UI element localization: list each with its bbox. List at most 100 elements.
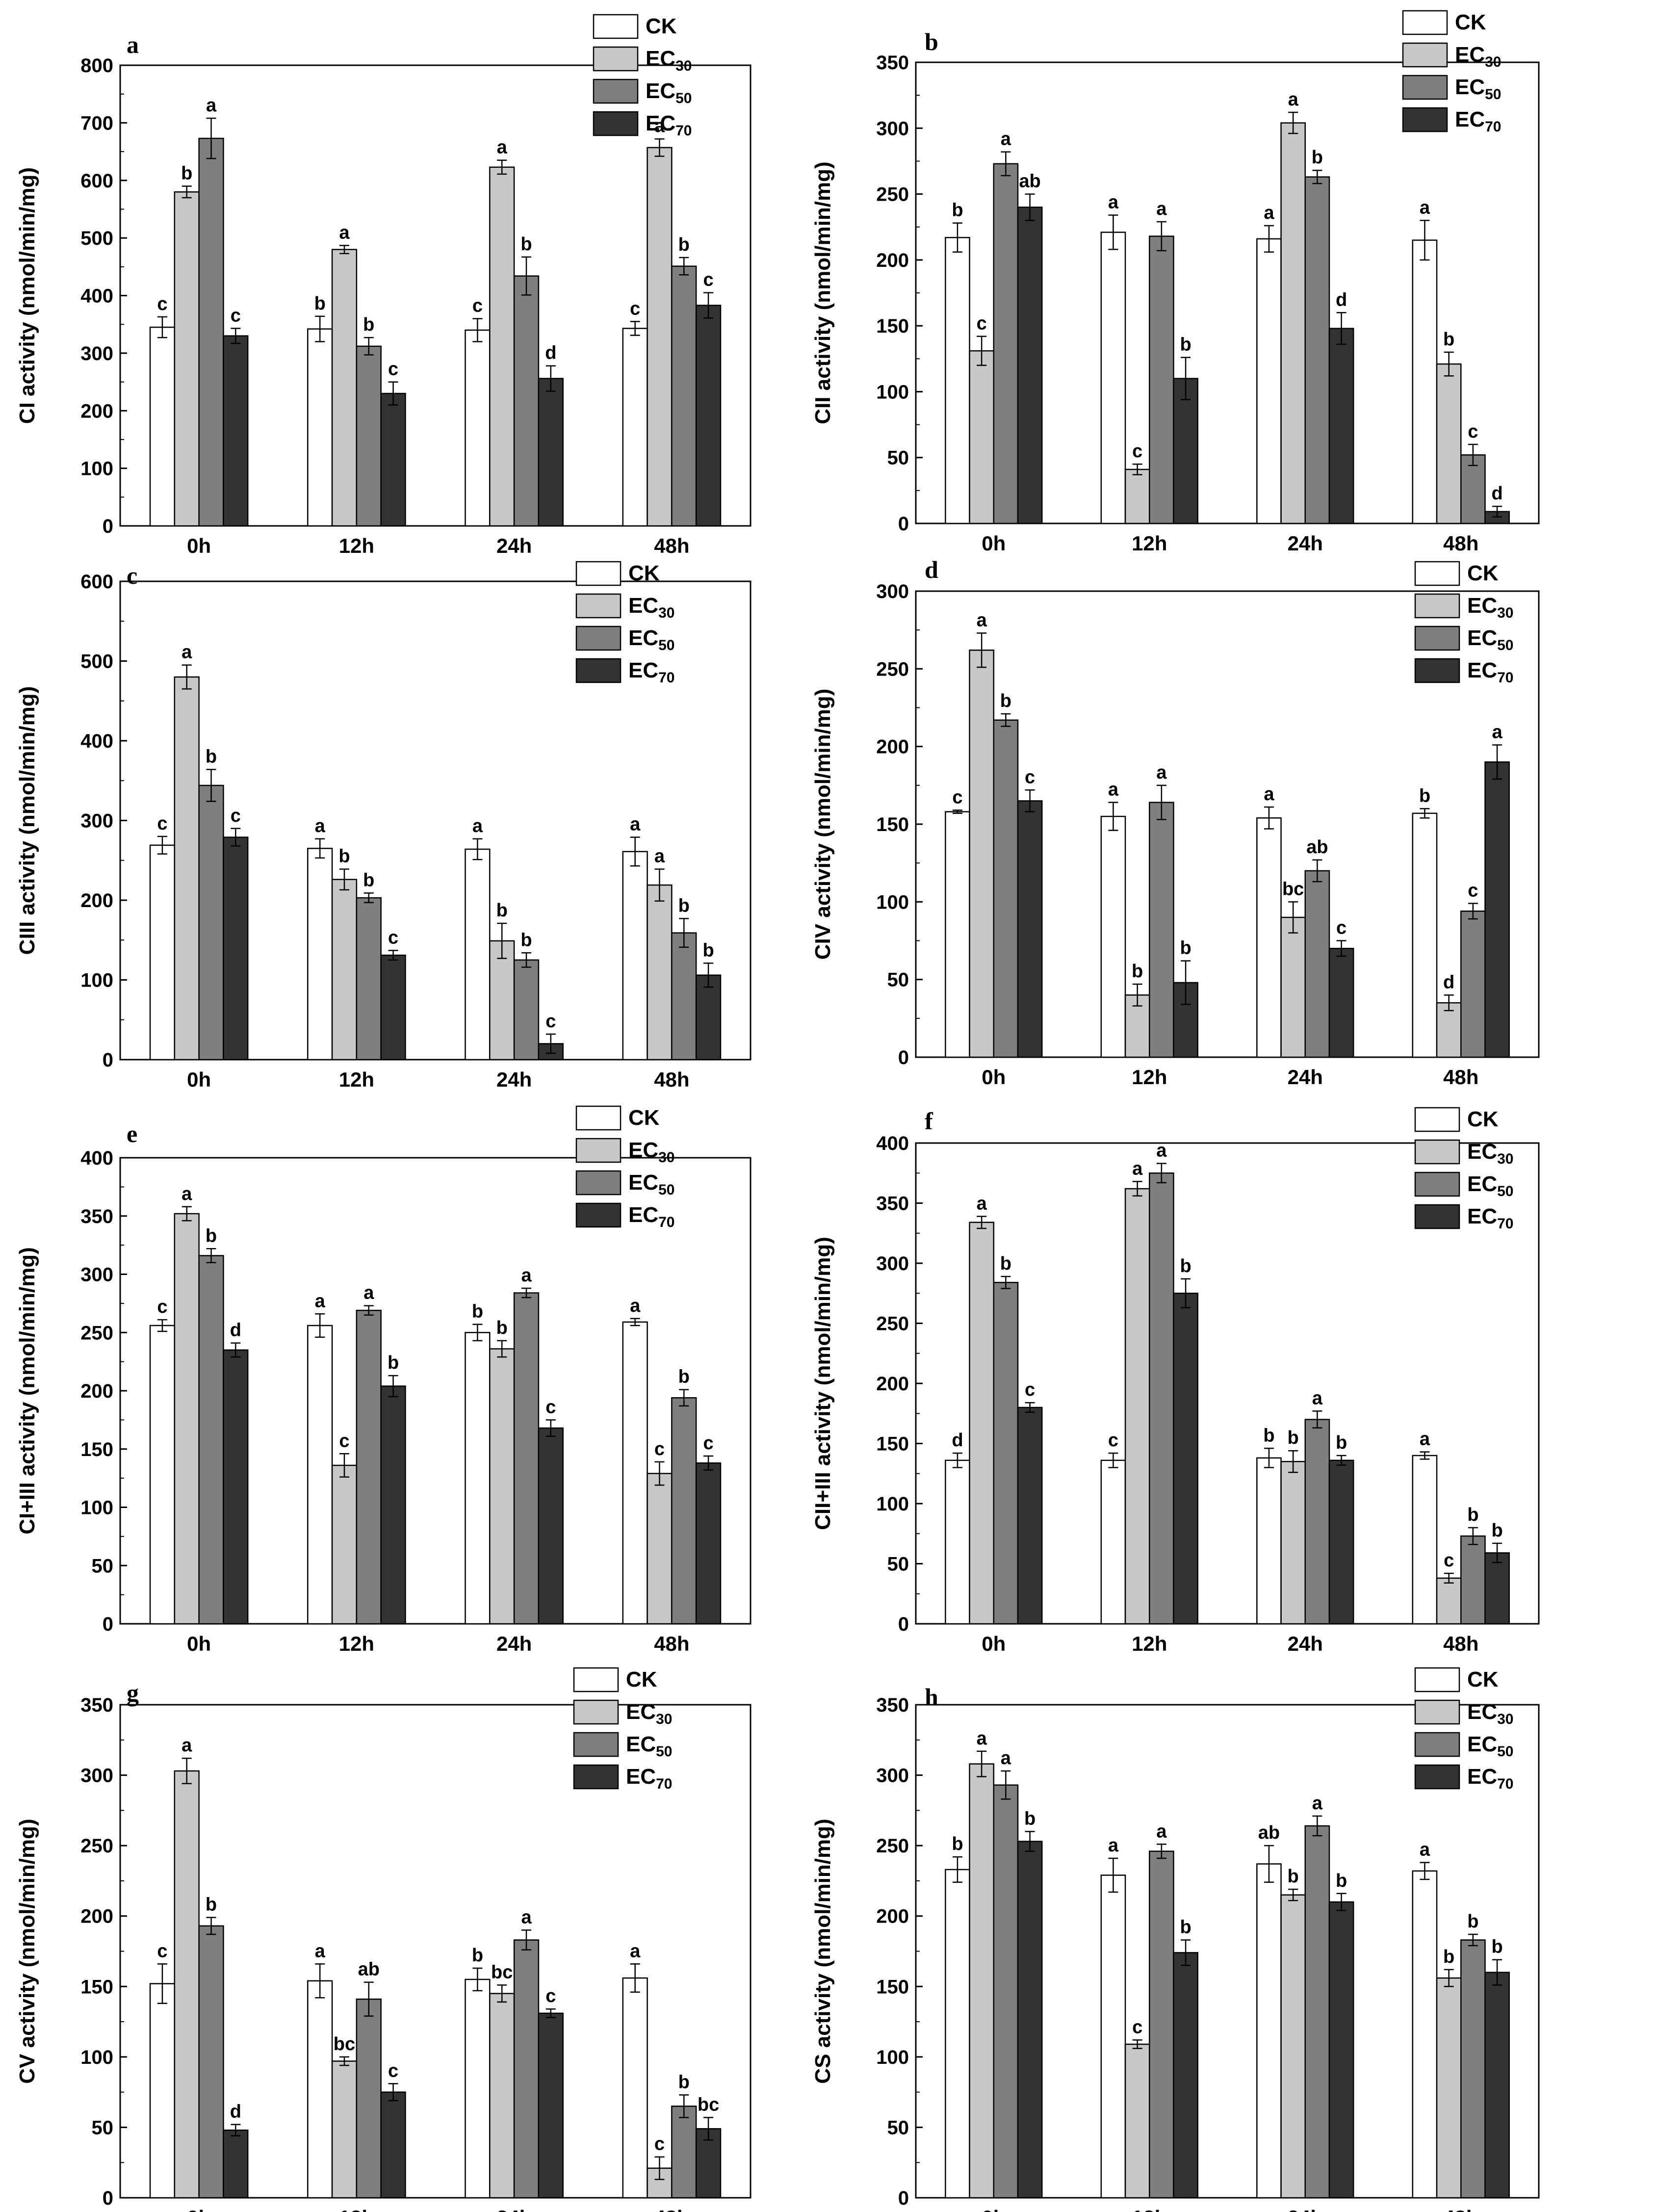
- bar-EC70-48h: [695, 974, 722, 1061]
- legend-swatch-EC70: [1402, 107, 1448, 132]
- y-tick-label: 100: [80, 458, 113, 480]
- significance-letter: b: [1419, 785, 1430, 806]
- significance-letter: b: [1467, 1505, 1478, 1525]
- legend-label-EC70: EC70: [628, 1203, 675, 1230]
- x-tick-label: 0h: [982, 532, 1006, 555]
- significance-letter: d: [1491, 483, 1503, 504]
- y-tick-label: 200: [876, 250, 909, 271]
- bar-CK-48h: [1412, 1870, 1438, 2199]
- bar-CK-24h: [465, 848, 491, 1061]
- y-tick-label: 400: [80, 1147, 113, 1169]
- panel-letter: a: [127, 31, 139, 58]
- bar-EC50-0h: [198, 137, 224, 527]
- legend-swatch-EC30: [1414, 1139, 1460, 1165]
- significance-letter: c: [1025, 767, 1035, 787]
- y-tick-label: 500: [80, 228, 113, 249]
- legend: CK EC30 EC50 EC70: [1414, 561, 1514, 686]
- bar-EC50-12h: [356, 897, 382, 1061]
- bar-CK-12h: [1100, 815, 1126, 1058]
- significance-letter: c: [1132, 441, 1142, 462]
- bar-EC70-12h: [380, 392, 406, 527]
- significance-letter: a: [472, 816, 483, 836]
- bar-EC30-0h: [174, 191, 200, 527]
- bar-EC50-24h: [1304, 176, 1330, 524]
- bar-EC30-48h: [1436, 1002, 1462, 1058]
- significance-letter: c: [703, 270, 713, 290]
- x-tick-label: 24h: [496, 2206, 532, 2212]
- significance-letter: c: [545, 1986, 556, 2006]
- x-tick-label: 24h: [1288, 1066, 1323, 1089]
- legend-label-CK: CK: [1467, 561, 1499, 585]
- x-tick-label: 0h: [187, 2206, 211, 2212]
- legend-swatch-CK: [1414, 1107, 1460, 1132]
- bar-EC50-12h: [356, 1998, 382, 2199]
- legend-swatch-EC30: [1402, 42, 1448, 68]
- y-tick-label: 250: [80, 1835, 113, 1857]
- legend-swatch-EC50: [575, 1170, 622, 1196]
- significance-letter: a: [1492, 722, 1503, 743]
- legend-label-EC50: EC50: [1467, 626, 1514, 653]
- bar-EC50-24h: [513, 275, 540, 527]
- significance-letter: ab: [1019, 171, 1040, 192]
- bar-EC70-48h: [1484, 761, 1510, 1058]
- y-tick-label: 300: [80, 343, 113, 364]
- legend-swatch-CK: [573, 1667, 619, 1692]
- significance-letter: b: [472, 1301, 483, 1322]
- y-tick-label: 100: [876, 381, 909, 403]
- significance-letter: bc: [698, 2094, 719, 2115]
- significance-letter: a: [1108, 192, 1119, 213]
- bar-EC30-0h: [174, 1213, 200, 1625]
- bar-CK-0h: [945, 811, 970, 1058]
- bar-CK-12h: [1100, 232, 1126, 524]
- significance-letter: b: [206, 1895, 217, 1915]
- bar-EC30-48h: [647, 1473, 673, 1625]
- bar-EC30-48h: [1436, 1577, 1462, 1625]
- significance-letter: b: [678, 1367, 690, 1387]
- panel-letter: c: [127, 562, 137, 589]
- legend-label-EC30: EC30: [628, 1138, 675, 1166]
- bar-EC70-0h: [1017, 1406, 1043, 1625]
- x-tick-label: 24h: [1288, 2206, 1323, 2212]
- legend: CK EC30 EC50 EC70: [1414, 1667, 1514, 1792]
- bar-EC50-12h: [1149, 1850, 1174, 2199]
- legend-label-EC70: EC70: [1455, 107, 1502, 135]
- x-tick-label: 24h: [496, 1068, 532, 1091]
- bar-EC30-48h: [1436, 1977, 1462, 2199]
- x-tick-label: 12h: [339, 2206, 374, 2212]
- bar-EC70-24h: [538, 378, 564, 527]
- bar-EC30-0h: [969, 1763, 994, 2199]
- y-tick-label: 700: [80, 112, 113, 134]
- bar-EC70-12h: [380, 954, 406, 1061]
- y-tick-label: 50: [887, 447, 909, 469]
- legend-swatch-EC50: [1414, 1732, 1460, 1757]
- legend-swatch-CK: [575, 561, 622, 586]
- y-tick-label: 50: [92, 1555, 114, 1577]
- legend-swatch-EC30: [573, 1699, 619, 1725]
- legend-label-EC70: EC70: [626, 1765, 673, 1792]
- y-tick-label: 400: [876, 1133, 909, 1154]
- chart-panel-b: 0 50 100 150 200 250 300 350 CII activity (nmol/…: [811, 10, 1540, 555]
- legend-label-EC30: EC30: [1467, 1140, 1514, 1167]
- y-tick-label: 100: [80, 970, 113, 991]
- bar-CK-12h: [1100, 1459, 1126, 1625]
- x-tick-label: 12h: [339, 1068, 374, 1091]
- legend: CK EC30 EC50 EC70: [593, 14, 692, 139]
- y-tick-label: 0: [103, 516, 113, 537]
- bar-EC70-24h: [1328, 1459, 1354, 1625]
- significance-letter: b: [1467, 1911, 1478, 1932]
- bar-EC50-24h: [1304, 1825, 1330, 2199]
- bar-EC30-12h: [331, 249, 358, 527]
- chart-panel-h: 0 50 100 150 200 250 300 350 CS activity (nmol/m…: [811, 1667, 1540, 2212]
- y-tick-label: 300: [876, 581, 909, 602]
- y-tick-label: 300: [876, 118, 909, 139]
- significance-letter: b: [952, 1834, 963, 1854]
- significance-letter: b: [1491, 1937, 1503, 1957]
- bar-EC70-12h: [1173, 1293, 1198, 1625]
- legend-swatch-EC70: [1414, 1204, 1460, 1229]
- significance-letter: b: [1443, 1947, 1454, 1967]
- legend-swatch-EC30: [1414, 1699, 1460, 1725]
- y-tick-label: 300: [80, 1765, 113, 1787]
- bar-EC70-12h: [380, 1385, 406, 1625]
- y-axis-title: CII activity (nmol/min/mg): [811, 161, 835, 424]
- x-tick-label: 12h: [1132, 1066, 1167, 1089]
